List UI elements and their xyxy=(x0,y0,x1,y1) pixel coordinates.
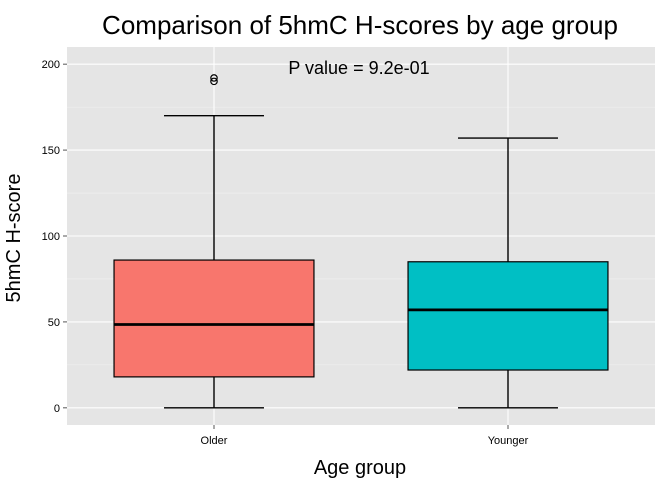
y-axis: 0 50 100 150 200 xyxy=(42,59,67,415)
iqr-box xyxy=(407,261,609,371)
iqr-box xyxy=(113,259,315,378)
p-value-annotation: P value = 9.2e-01 xyxy=(288,58,429,78)
x-tick-label: Younger xyxy=(488,435,529,447)
x-axis-title: Age group xyxy=(314,457,406,479)
y-tick-label: 0 xyxy=(54,403,60,415)
chart-title: Comparison of 5hmC H-scores by age group xyxy=(102,10,618,40)
x-tick-label: Older xyxy=(201,435,228,447)
box-layer xyxy=(113,74,609,409)
y-axis-title: 5hmC H-score xyxy=(3,174,25,303)
box-younger xyxy=(407,137,609,409)
x-axis: Older Younger xyxy=(201,425,529,447)
outlier-point xyxy=(210,77,218,86)
y-tick-label: 100 xyxy=(42,231,60,243)
y-tick-label: 200 xyxy=(42,59,60,71)
outlier-point xyxy=(210,74,218,82)
y-tick-label: 50 xyxy=(48,317,60,329)
box-older xyxy=(113,74,315,409)
y-tick-label: 150 xyxy=(42,145,60,157)
